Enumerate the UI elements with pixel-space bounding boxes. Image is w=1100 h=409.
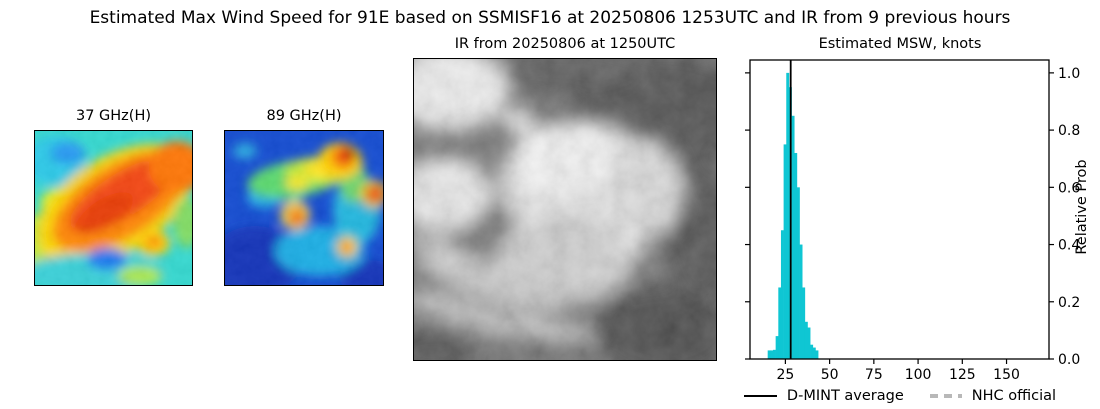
nhc-dash-sample	[929, 394, 962, 398]
histogram-bar	[796, 187, 800, 359]
histogram-bar	[791, 115, 795, 360]
legend-label-nhc: NHC official	[971, 388, 1057, 404]
x-tick-label: 25	[776, 367, 794, 383]
histogram-bar	[770, 350, 774, 359]
ir-satellite-image	[413, 58, 717, 361]
histogram-bar	[794, 152, 798, 359]
panel-title-ir: IR from 20250806 at 1250UTC	[454, 36, 676, 52]
histogram-bar	[799, 244, 803, 359]
legend-item-nhc: NHC official	[929, 388, 1057, 404]
legend-label-dmint: D-MINT average	[786, 388, 904, 404]
x-tick-label: 125	[949, 367, 976, 383]
histogram-ylabel: Relative Prob	[1074, 159, 1090, 255]
y-tick-label: 0.6	[1058, 180, 1080, 196]
x-tick-label: 150	[993, 367, 1020, 383]
histogram-bar	[783, 144, 787, 359]
panel-title-histogram: Estimated MSW, knots	[818, 36, 982, 52]
histogram-bar	[778, 287, 782, 359]
y-tick-label: 0.8	[1058, 123, 1080, 139]
x-tick-label: 100	[905, 367, 932, 383]
legend: D-MINT average NHC official	[700, 384, 1100, 408]
histogram-bar	[815, 350, 819, 359]
panel-title-37ghz: 37 GHz(H)	[75, 108, 152, 124]
histogram-bar	[786, 72, 790, 359]
dmint-line-sample	[743, 395, 777, 397]
y-tick-label: 0.4	[1058, 238, 1080, 254]
plot-frame	[749, 59, 1050, 360]
panel-title-89ghz: 89 GHz(H)	[266, 108, 342, 124]
legend-item-dmint: D-MINT average	[743, 388, 904, 404]
histogram-bar	[812, 347, 816, 359]
histogram-bar	[810, 344, 814, 359]
microwave-89ghz-image	[224, 130, 384, 286]
x-tick-label: 75	[865, 367, 883, 383]
histogram-bar	[807, 327, 811, 359]
histogram-plot: 25 50 75 100 125 150 0.0 0.2 0.4 0.6 0.8 1.0	[745, 59, 1080, 383]
histogram-bar	[780, 230, 784, 359]
histogram-bar	[773, 349, 776, 359]
microwave-37ghz-image	[34, 130, 193, 286]
histogram-bar	[802, 287, 806, 359]
histogram-bar	[775, 336, 779, 359]
y-tick-label: 1.0	[1058, 66, 1080, 82]
figure-title: Estimated Max Wind Speed for 91E based o…	[89, 8, 1011, 28]
y-tick-label: 0.2	[1058, 295, 1080, 311]
x-tick-label: 50	[821, 367, 839, 383]
histogram-bar	[804, 321, 808, 359]
y-tick-label: 0.0	[1058, 352, 1080, 368]
histogram-bar	[767, 350, 771, 359]
